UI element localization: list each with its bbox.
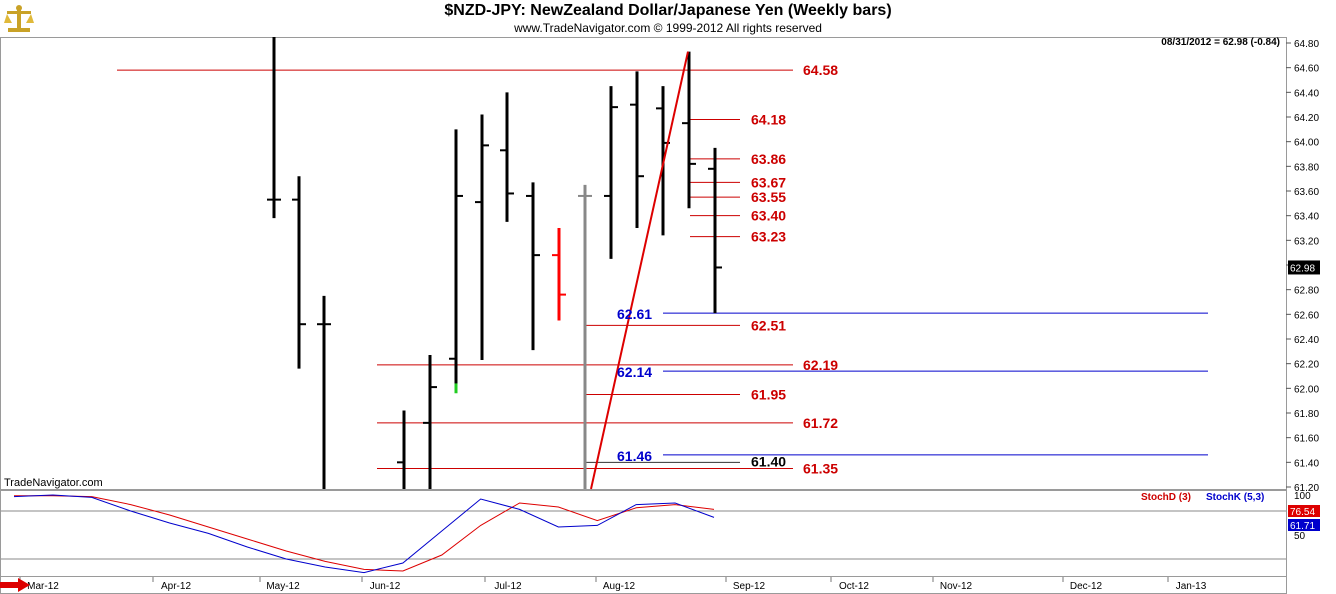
price-tick-label: 61.80 xyxy=(1294,409,1319,420)
ohlc-bar xyxy=(317,295,331,489)
stoch-d-legend: StochD (3) xyxy=(1141,492,1191,503)
ohlc-bar xyxy=(526,182,540,351)
fib-red-label: 63.40 xyxy=(751,208,786,224)
price-tick-label: 62.20 xyxy=(1294,360,1319,371)
trend-line xyxy=(590,51,689,490)
price-tick-label: 63.20 xyxy=(1294,236,1319,247)
ohlc-bar xyxy=(708,147,722,314)
fib-blue-label: 62.14 xyxy=(617,364,652,380)
watermark-label: TradeNavigator.com xyxy=(4,477,103,489)
price-tick-label: 61.60 xyxy=(1294,434,1319,445)
month-label: Jan-13 xyxy=(1176,581,1207,592)
fib-blue-label: 62.61 xyxy=(617,306,652,322)
stoch-k-line xyxy=(13,494,715,574)
scales-logo-icon xyxy=(4,5,34,32)
ohlc-bar xyxy=(552,228,566,321)
chart-subtitle: www.TradeNavigator.com © 1999-2012 All r… xyxy=(514,21,822,35)
ohlc-bar xyxy=(397,410,406,489)
price-tick-label: 61.40 xyxy=(1294,458,1319,469)
price-tick-label: 62.80 xyxy=(1294,286,1319,297)
price-tick-label: 63.40 xyxy=(1294,212,1319,223)
fib-red-label: 64.18 xyxy=(751,111,786,127)
month-label: Nov-12 xyxy=(940,581,973,592)
month-label: Sep-12 xyxy=(733,581,766,592)
fib-red-label: 63.23 xyxy=(751,229,786,245)
stoch-d-line xyxy=(14,495,715,572)
price-tick-label: 64.80 xyxy=(1294,39,1319,50)
last-price-label: 62.98 xyxy=(1290,263,1315,274)
month-label: May-12 xyxy=(266,581,300,592)
price-tick-label: 64.00 xyxy=(1294,138,1319,149)
month-label: Dec-12 xyxy=(1070,581,1103,592)
ohlc-bar xyxy=(500,92,514,222)
month-label: Jun-12 xyxy=(370,581,401,592)
price-tick-label: 64.20 xyxy=(1294,113,1319,124)
ohlc-bar xyxy=(423,355,437,489)
month-label: Jul-12 xyxy=(494,581,522,592)
fib-red-label: 61.35 xyxy=(803,461,838,477)
stoch-tick-label: 100 xyxy=(1294,491,1311,502)
fib-red-label: 63.86 xyxy=(751,151,786,167)
stoch-last-label: 61.71 xyxy=(1290,521,1315,532)
ohlc-bar xyxy=(449,129,463,389)
stoch-last-box xyxy=(1288,505,1320,517)
last-price-box xyxy=(1288,260,1320,275)
fib-red-label: 62.19 xyxy=(803,357,838,373)
time-axis: Mar-12 Apr-12 May-12 Jun-12 Jul-12 Aug-12 Sep-… xyxy=(19,577,1207,592)
price-tick-label: 63.60 xyxy=(1294,187,1319,198)
ohlc-bar xyxy=(475,114,489,360)
last-quote: 08/31/2012 = 62.98 (-0.84) xyxy=(1161,37,1280,48)
fib-red-label: 61.72 xyxy=(803,415,838,431)
price-tick-label: 62.60 xyxy=(1294,310,1319,321)
chart-title: $NZD-JPY: NewZealand Dollar/Japanese Yen… xyxy=(444,2,892,19)
price-tick-label: 61.20 xyxy=(1294,483,1319,494)
fib-red-label: 62.51 xyxy=(751,317,786,333)
month-label: Apr-12 xyxy=(161,581,191,592)
price-bars xyxy=(267,37,722,489)
stoch-tick-label: 50 xyxy=(1294,531,1306,542)
price-panel-frame xyxy=(0,37,1287,490)
ohlc-bar xyxy=(292,176,306,369)
trend-line-segment xyxy=(590,51,689,490)
fib-blue-label: 61.46 xyxy=(617,448,652,464)
fib-red-label: 63.67 xyxy=(751,174,786,190)
chart-header: $NZD-JPY: NewZealand Dollar/Japanese Yen… xyxy=(0,0,1336,38)
scroll-right-arrow-icon[interactable] xyxy=(0,578,30,592)
fib-red-label: 63.55 xyxy=(751,189,786,205)
price-tick-label: 62.40 xyxy=(1294,335,1319,346)
price-tick-label: 64.60 xyxy=(1294,64,1319,75)
ohlc-bar xyxy=(630,71,644,228)
stoch-last-label: 76.54 xyxy=(1290,507,1315,518)
price-tick-label: 63.80 xyxy=(1294,162,1319,173)
month-label: Oct-12 xyxy=(839,581,869,592)
stoch-last-box xyxy=(1288,519,1320,531)
ohlc-bar xyxy=(578,184,592,489)
price-axis: 64.80 64.60 64.40 64.20 64.00 63.80 63.60 63.40… xyxy=(1286,39,1320,494)
price-tick-label: 64.40 xyxy=(1294,88,1319,99)
fib-black-label: 61.40 xyxy=(751,453,786,469)
price-tick-label: 62.00 xyxy=(1294,384,1319,395)
stochastic-panel: 100 50 76.54 61.71 xyxy=(1,491,1320,574)
fib-red-label: 61.95 xyxy=(751,387,786,403)
fib-red-label: 64.58 xyxy=(803,62,838,78)
stoch-k-legend: StochK (5,3) xyxy=(1206,492,1265,503)
ohlc-bar xyxy=(682,51,696,209)
month-label: Aug-12 xyxy=(603,581,636,592)
month-label: Mar-12 xyxy=(27,581,59,592)
ohlc-bar xyxy=(267,37,281,219)
stoch-panel-frame xyxy=(0,490,1287,577)
ohlc-bar xyxy=(604,86,618,259)
